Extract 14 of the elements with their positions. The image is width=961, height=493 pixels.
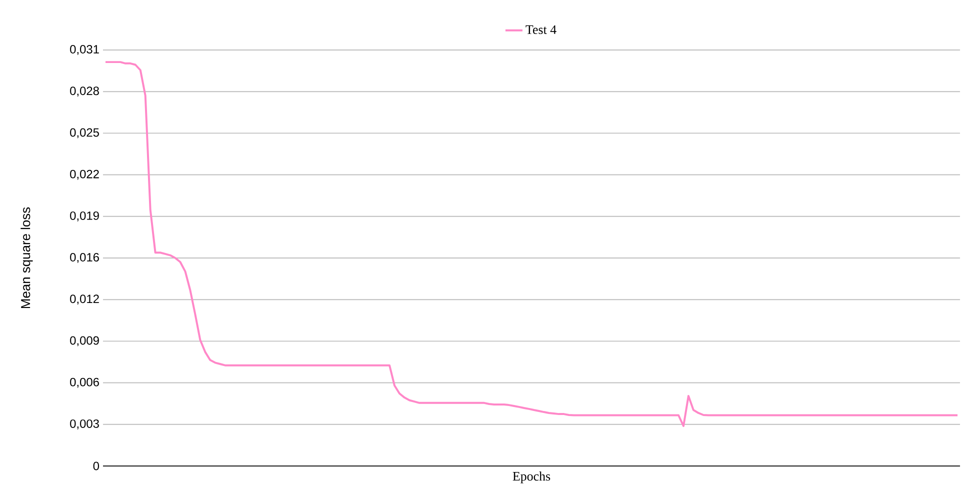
y-tick-label: 0,028 <box>70 86 99 97</box>
y-axis-title: Mean square loss <box>20 207 33 308</box>
y-tick-label: 0,012 <box>70 294 99 305</box>
y-tick-label: 0,009 <box>70 336 99 346</box>
y-tick-label: 0,006 <box>70 378 99 388</box>
x-axis-title: Epochs <box>512 472 550 484</box>
y-tick-label: 0,019 <box>70 211 99 222</box>
y-tick-label: 0 <box>93 462 100 470</box>
y-tick-label: 0,003 <box>70 419 99 430</box>
legend-label: Test 4 <box>526 25 556 34</box>
y-tick-label: 0,022 <box>70 170 99 180</box>
y-tick-label: 0,025 <box>70 128 99 138</box>
y-tick-label: 0,031 <box>70 45 99 55</box>
y-tick-label: 0,016 <box>70 253 99 263</box>
